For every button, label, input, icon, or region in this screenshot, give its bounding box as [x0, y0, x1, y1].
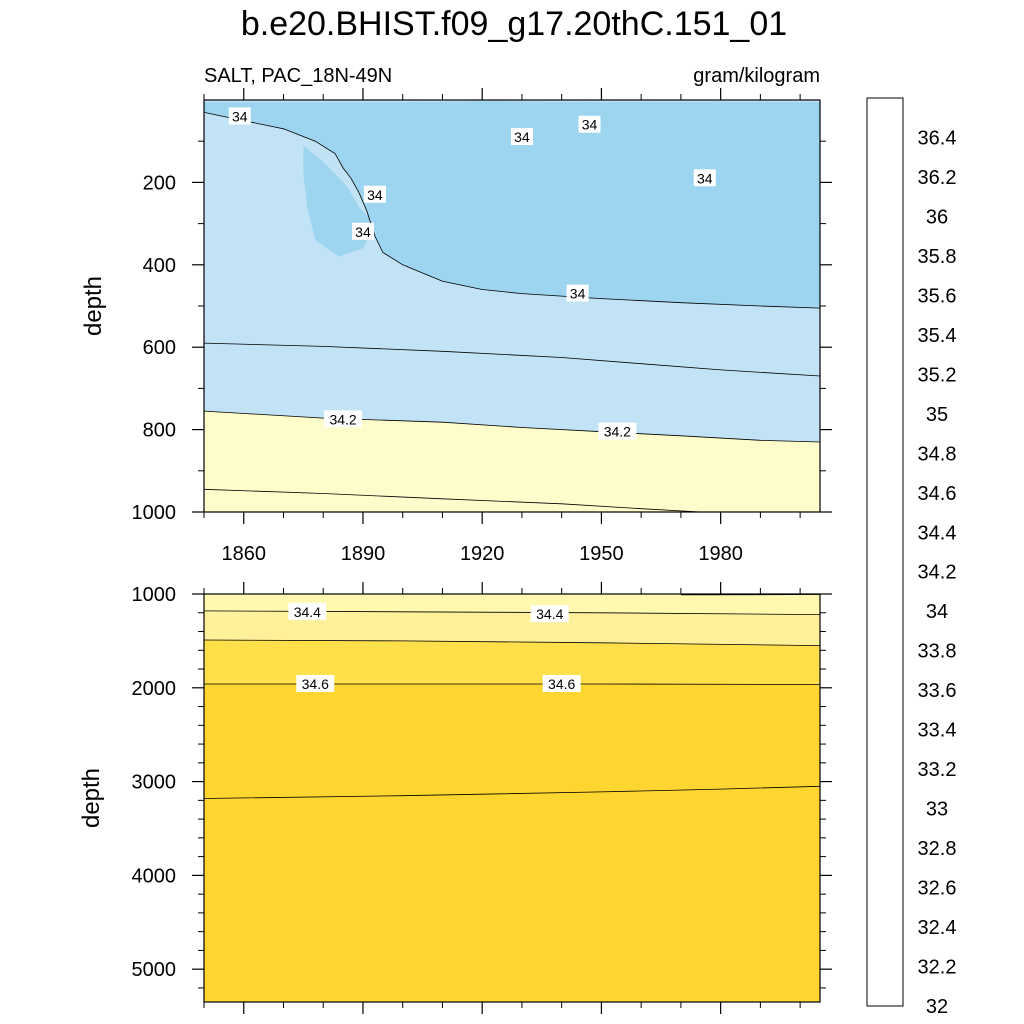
- contour-label: 34: [363, 185, 386, 203]
- contour-label-text: 34: [232, 108, 248, 124]
- contour-fill-region: [204, 640, 820, 685]
- colorbar-frame: [866, 97, 904, 1007]
- colorbar-label: 36: [926, 206, 948, 228]
- plot-area-upper: [204, 100, 820, 512]
- contour-label: 34: [351, 222, 374, 240]
- x-tick-label: 1890: [341, 543, 386, 565]
- contour-label-text: 34: [514, 129, 530, 145]
- contour-label-text: 34.6: [302, 676, 329, 692]
- contour-label-text: 34: [355, 224, 371, 240]
- contour-label: 34: [228, 107, 251, 125]
- colorbar-label: 34: [926, 601, 948, 623]
- y-tick-label: 200: [143, 172, 176, 194]
- contour-label-text: 34: [367, 187, 383, 203]
- plot-area-lower: [204, 594, 820, 1002]
- contour-line: [204, 112, 820, 309]
- x-tick-label: 1980: [698, 543, 743, 565]
- y-tick-label: 4000: [132, 865, 177, 887]
- plot-frame: [203, 593, 821, 1003]
- y-tick-label: 2000: [132, 678, 177, 700]
- colorbar-label: 32.4: [918, 917, 957, 939]
- colorbar-label: 32.6: [918, 878, 957, 900]
- contour-label-text: 34.2: [329, 411, 356, 427]
- contour-label: 34.6: [542, 675, 581, 693]
- colorbar-label: 32: [926, 996, 948, 1018]
- contour-label: 34: [510, 128, 533, 146]
- colorbar-label: 34.8: [918, 443, 957, 465]
- contour-label-text: 34: [697, 170, 713, 186]
- units-label: gram/kilogram: [693, 65, 820, 87]
- colorbar-label: 36.2: [918, 167, 957, 189]
- variable-label: SALT, PAC_18N-49N: [204, 65, 392, 87]
- contour-line: [204, 342, 820, 377]
- colorbar-label: 35.2: [918, 364, 957, 386]
- colorbar-label: 33.4: [918, 720, 957, 742]
- contour-line: [204, 785, 820, 799]
- y-tick-label: 400: [143, 255, 176, 277]
- contour-fill-region: [204, 101, 820, 309]
- panel-upper: 34 34 34 34 34 34 34 34.2 34.2 1860 1890 1920 1950 19…: [80, 88, 832, 565]
- colorbar-label: 35.4: [918, 325, 957, 347]
- y-tick-label: 3000: [132, 772, 177, 794]
- colorbar-label: 34.2: [918, 562, 957, 584]
- x-tick-label: 1860: [221, 543, 266, 565]
- y-tick-label: 5000: [132, 959, 177, 981]
- panel-lower: 34.4 34.4 34.6 34.6 1000 2000 3000 4000 5000 dept…: [78, 582, 832, 1014]
- panels: 34 34 34 34 34 34 34 34.2 34.2 1860 1890 1920 1950 19…: [78, 88, 832, 1014]
- colorbar-label: 35: [926, 404, 948, 426]
- contour-line: [204, 683, 820, 685]
- colorbar-label: 35.8: [918, 246, 957, 268]
- contour-label-text: 34.4: [536, 606, 563, 622]
- contour-label: 34.6: [296, 675, 335, 693]
- contour-label-text: 34.4: [294, 604, 321, 620]
- colorbar-label: 33.6: [918, 680, 957, 702]
- y-axis-label: depth: [80, 276, 107, 336]
- contour-fill-region: [204, 594, 820, 615]
- contour-line: [204, 488, 701, 512]
- x-tick-label: 1920: [460, 543, 505, 565]
- contour-label: 34.2: [324, 410, 363, 428]
- colorbar-label: 34.6: [918, 483, 957, 505]
- colorbar-label: 35.6: [918, 285, 957, 307]
- contour-label: 34.2: [598, 422, 637, 440]
- contour-label: 34: [578, 115, 601, 133]
- colorbar: 32 32.2 32.4 32.6 32.8 33 33.2 33.4 33.6 33.8 34 34…: [866, 97, 957, 1018]
- contour-label-text: 34: [570, 286, 586, 302]
- y-tick-label: 600: [143, 337, 176, 359]
- contour-label-text: 34.6: [548, 676, 575, 692]
- y-axis-label: depth: [78, 768, 105, 828]
- y-tick-label: 1000: [132, 502, 177, 524]
- colorbar-label: 33.2: [918, 759, 957, 781]
- colorbar-label: 34.4: [918, 522, 957, 544]
- colorbar-label: 33: [926, 799, 948, 821]
- y-tick-label: 800: [143, 420, 176, 442]
- contour-label: 34: [693, 169, 716, 187]
- x-tick-label: 1950: [579, 543, 624, 565]
- contour-label: 34.4: [288, 602, 327, 620]
- contour-fill-region: [204, 411, 820, 512]
- colorbar-label: 32.8: [918, 838, 957, 860]
- colorbar-label: 32.2: [918, 957, 957, 979]
- contour-label-text: 34: [582, 117, 598, 133]
- figure-title: b.e20.BHIST.f09_g17.20thC.151_01: [241, 5, 787, 43]
- contour-line: [204, 639, 820, 646]
- contour-label: 34.4: [530, 605, 569, 623]
- colorbar-label: 33.8: [918, 641, 957, 663]
- colorbar-label: 36.4: [918, 128, 957, 150]
- y-tick-label: 1000: [132, 584, 177, 606]
- contour-label: 34: [566, 284, 589, 302]
- contour-label-text: 34.2: [604, 424, 631, 440]
